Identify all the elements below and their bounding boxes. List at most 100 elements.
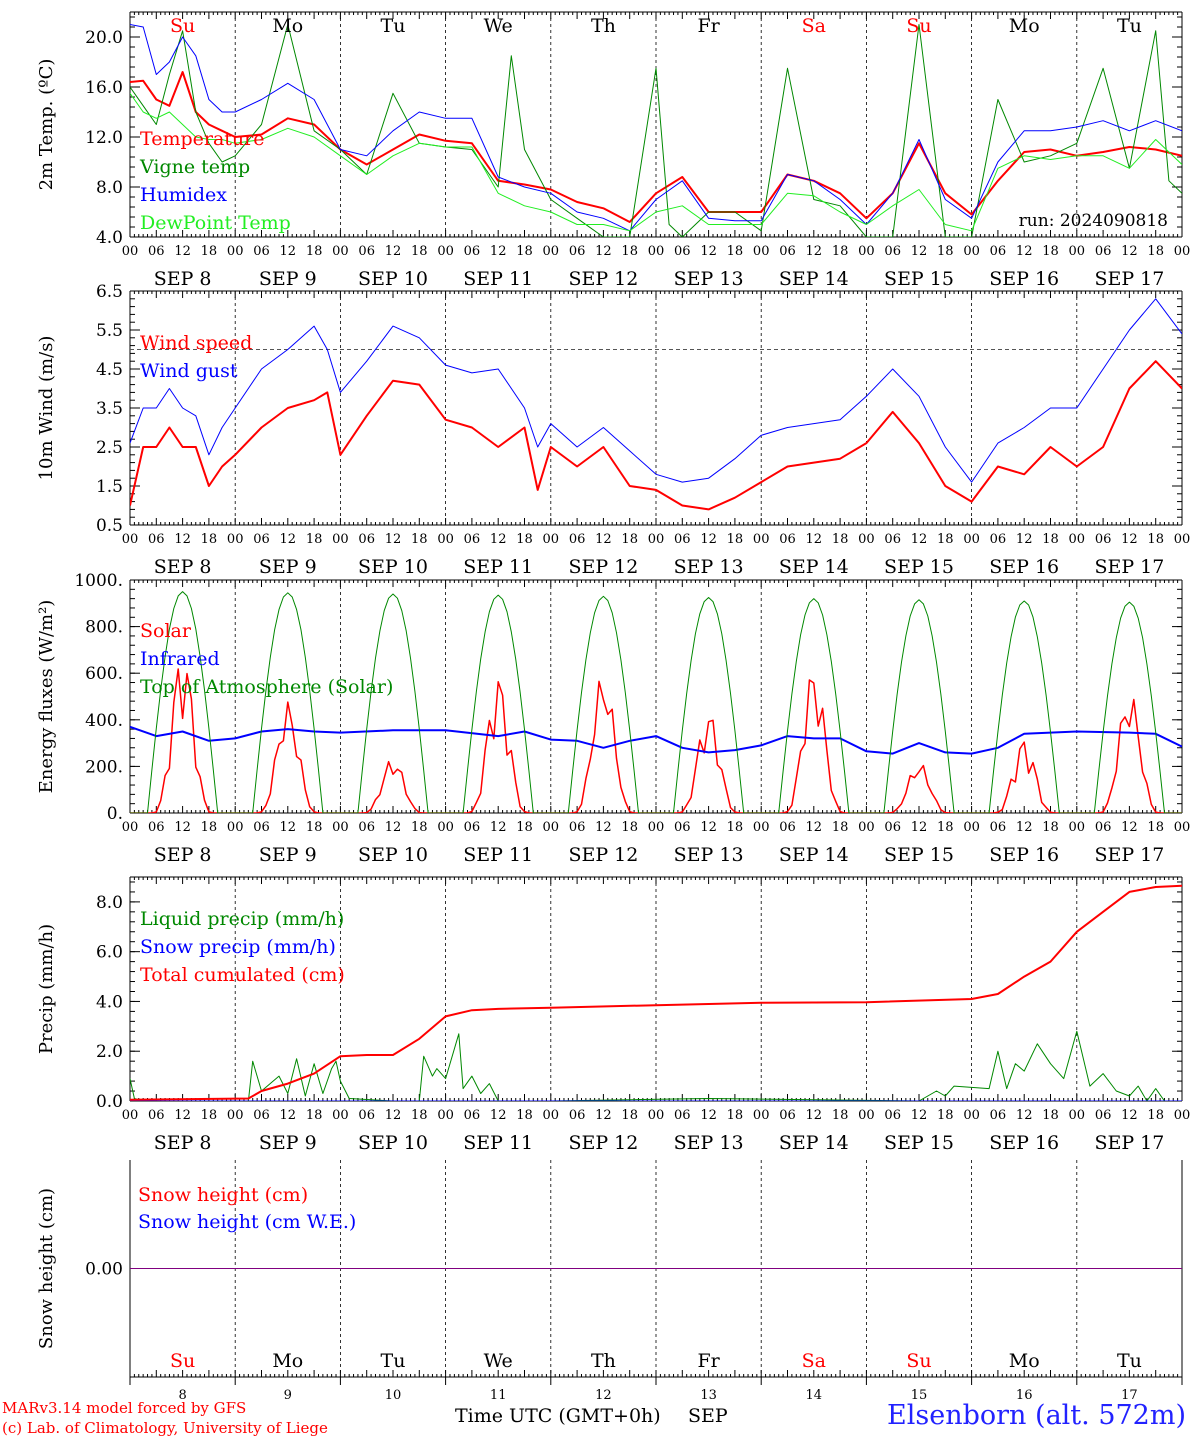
hour-tick-label: 18 xyxy=(306,1108,323,1123)
weekday-label: Sa xyxy=(802,1350,826,1372)
hour-tick-label: 12 xyxy=(1121,820,1138,835)
date-label: SEP 8 xyxy=(154,268,212,290)
hour-tick-label: 00 xyxy=(858,244,875,259)
date-label: SEP 12 xyxy=(568,556,638,578)
hour-tick-label: 18 xyxy=(201,820,218,835)
legend-entry: Liquid precip (mm/h) xyxy=(140,908,344,930)
hour-tick-label: 12 xyxy=(1016,244,1033,259)
site-name: Elsenborn (alt. 572m) xyxy=(887,1400,1186,1431)
y-tick-label: 0.00 xyxy=(85,1260,123,1280)
hour-tick-label: 00 xyxy=(963,1108,980,1123)
hour-tick-label: 12 xyxy=(911,1108,928,1123)
hour-tick-label: 12 xyxy=(911,532,928,547)
hour-tick-label: 12 xyxy=(700,1108,717,1123)
hour-tick-label: 18 xyxy=(727,244,744,259)
hour-tick-label: 12 xyxy=(490,532,507,547)
y-axis-title: 10m Wind (m/s) xyxy=(36,336,57,481)
date-label: SEP 15 xyxy=(884,268,954,290)
hour-tick-label: 12 xyxy=(1121,1108,1138,1123)
date-label: SEP 15 xyxy=(884,556,954,578)
series-line-temperature xyxy=(130,71,1182,223)
hour-tick-label: 12 xyxy=(911,820,928,835)
day-number-label: 9 xyxy=(284,1388,292,1403)
hour-tick-label: 06 xyxy=(253,532,270,547)
hour-tick-label: 18 xyxy=(727,820,744,835)
y-tick-label: 20.0 xyxy=(85,28,123,48)
hour-tick-label: 00 xyxy=(543,532,560,547)
hour-tick-label: 00 xyxy=(437,244,454,259)
date-label: SEP 14 xyxy=(779,1132,849,1154)
hour-tick-label: 06 xyxy=(779,244,796,259)
hour-tick-label: 18 xyxy=(201,532,218,547)
hour-tick-label: 06 xyxy=(674,532,691,547)
hour-tick-label: 00 xyxy=(332,532,349,547)
hour-tick-label: 00 xyxy=(963,820,980,835)
date-label: SEP 10 xyxy=(358,1132,428,1154)
wind-panel: 0.5 1.5 2.5 3.5 4.5 5.5 6.5 10m Wind (m/s) Wind … xyxy=(36,282,1190,578)
date-label: SEP 16 xyxy=(989,268,1059,290)
hour-tick-label: 00 xyxy=(963,244,980,259)
date-label: SEP 17 xyxy=(1094,1132,1164,1154)
hour-tick-label: 00 xyxy=(963,532,980,547)
hour-tick-label: 00 xyxy=(543,1108,560,1123)
y-tick-label: 4.5 xyxy=(96,360,123,380)
hour-tick-label: 12 xyxy=(280,244,297,259)
legend-entry: Temperature xyxy=(140,128,264,150)
hour-tick-label: 00 xyxy=(227,820,244,835)
hour-tick-label: 18 xyxy=(621,1108,638,1123)
hour-tick-label: 00 xyxy=(227,244,244,259)
hour-tick-label: 06 xyxy=(464,820,481,835)
date-label: SEP 12 xyxy=(568,844,638,866)
y-tick-label: 4.0 xyxy=(96,992,123,1012)
date-label: SEP 15 xyxy=(884,844,954,866)
legend-entry: DewPoint Temp xyxy=(140,212,291,234)
y-tick-label: 4.0 xyxy=(96,228,123,248)
series-line-solar xyxy=(130,668,1182,813)
hour-tick-label: 12 xyxy=(1121,532,1138,547)
y-tick-label: 1000. xyxy=(74,571,123,591)
weekday-label: Sa xyxy=(802,15,826,37)
date-label: SEP 14 xyxy=(779,844,849,866)
weekday-label: Th xyxy=(591,15,616,37)
hour-tick-label: 06 xyxy=(779,820,796,835)
run-label: run: 2024090818 xyxy=(1019,211,1168,231)
hour-tick-label: 00 xyxy=(227,1108,244,1123)
date-label: SEP 13 xyxy=(674,1132,744,1154)
hour-tick-label: 12 xyxy=(280,1108,297,1123)
legend-entry: Vigne temp xyxy=(139,156,250,178)
date-label: SEP 16 xyxy=(989,1132,1059,1154)
y-axis-title: Energy fluxes (W/m²) xyxy=(36,600,57,794)
hour-tick-label: 12 xyxy=(700,820,717,835)
hour-tick-label: 00 xyxy=(543,244,560,259)
weekday-label: Mo xyxy=(272,15,303,37)
series-line-top-of-atmosphere-solar- xyxy=(130,591,1182,813)
weekday-label: Su xyxy=(906,1350,931,1372)
weekday-label: Tu xyxy=(381,1350,406,1372)
lab-credit-line: (c) Lab. of Climatology, University of L… xyxy=(2,1419,328,1437)
hour-tick-label: 18 xyxy=(727,532,744,547)
hour-tick-label: 12 xyxy=(1121,244,1138,259)
hour-tick-label: 00 xyxy=(753,532,770,547)
hour-tick-label: 12 xyxy=(700,244,717,259)
legend-entry: Snow height (cm) xyxy=(138,1184,308,1206)
hour-tick-label: 06 xyxy=(674,820,691,835)
hour-tick-label: 18 xyxy=(937,532,954,547)
series-line-liquid-precip-mm-h- xyxy=(130,1030,1182,1101)
date-label: SEP 17 xyxy=(1094,844,1164,866)
hour-tick-label: 18 xyxy=(1147,820,1164,835)
hour-tick-label: 18 xyxy=(1042,244,1059,259)
hour-tick-label: 00 xyxy=(753,820,770,835)
hour-tick-label: 06 xyxy=(674,1108,691,1123)
snow-panel: 0.00 Snow height (cm) Snow height (cm) Snow… xyxy=(36,1160,1183,1403)
date-label: SEP 17 xyxy=(1094,268,1164,290)
day-number-label: 8 xyxy=(178,1388,186,1403)
weekday-label: Th xyxy=(591,1350,616,1372)
hour-tick-label: 18 xyxy=(832,820,849,835)
hour-tick-label: 18 xyxy=(727,1108,744,1123)
hour-tick-label: 18 xyxy=(1147,532,1164,547)
date-label: SEP 9 xyxy=(259,1132,317,1154)
hour-tick-label: 00 xyxy=(437,532,454,547)
hour-tick-label: 00 xyxy=(858,532,875,547)
hour-tick-label: 06 xyxy=(253,1108,270,1123)
hour-tick-label: 06 xyxy=(1095,244,1112,259)
